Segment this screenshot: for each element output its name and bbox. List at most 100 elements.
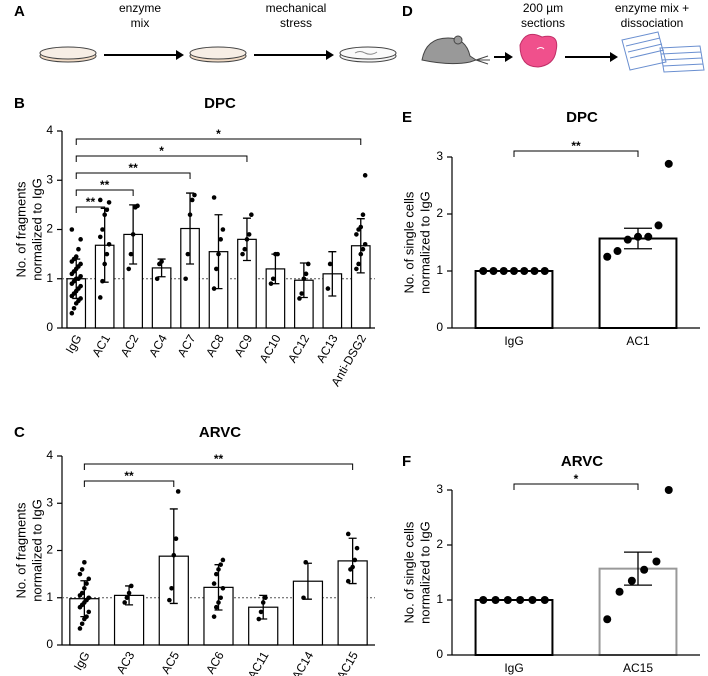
significance-bracket bbox=[75, 138, 362, 145]
y-axis-label: normalized to IgG bbox=[417, 191, 432, 294]
significance-label: * bbox=[159, 144, 164, 158]
data-point bbox=[128, 251, 134, 257]
chart-title: DPC bbox=[204, 95, 236, 112]
data-point bbox=[78, 273, 83, 279]
data-point bbox=[211, 614, 217, 619]
significance-bracket bbox=[513, 483, 639, 490]
data-point bbox=[301, 595, 306, 601]
y-tick-label: 2 bbox=[436, 537, 443, 551]
data-point bbox=[183, 276, 188, 282]
x-tick-label: AC12 bbox=[285, 332, 312, 365]
x-tick-label: IgG bbox=[63, 332, 85, 356]
data-point bbox=[79, 567, 85, 572]
data-point bbox=[327, 261, 333, 267]
significance-bracket bbox=[513, 150, 639, 157]
data-point bbox=[77, 626, 83, 631]
x-tick-label: AC3 bbox=[114, 649, 138, 676]
data-point bbox=[77, 571, 83, 577]
y-tick-label: 4 bbox=[46, 123, 53, 137]
data-point bbox=[510, 267, 518, 275]
error-bar bbox=[624, 551, 652, 586]
x-tick-label: IgG bbox=[504, 661, 523, 675]
data-point bbox=[627, 576, 636, 585]
data-point bbox=[71, 306, 77, 311]
data-point bbox=[540, 596, 549, 604]
step-label: 200 µm bbox=[523, 1, 563, 15]
data-point bbox=[249, 212, 254, 218]
data-point bbox=[664, 159, 673, 168]
x-tick-label: AC5 bbox=[158, 649, 182, 676]
data-point bbox=[78, 296, 83, 301]
data-point bbox=[106, 200, 112, 205]
data-point bbox=[354, 545, 360, 551]
panel-label: B bbox=[14, 95, 25, 112]
data-point bbox=[613, 247, 622, 256]
y-tick-label: 0 bbox=[46, 637, 53, 651]
data-point bbox=[97, 234, 103, 240]
data-point bbox=[211, 581, 217, 586]
x-tick-label: AC1 bbox=[626, 334, 650, 348]
x-tick-label: IgG bbox=[71, 649, 93, 673]
data-point bbox=[325, 286, 331, 291]
y-tick-label: 1 bbox=[46, 271, 53, 285]
data-point bbox=[362, 241, 368, 247]
chart-title: ARVC bbox=[199, 424, 241, 441]
data-point bbox=[240, 251, 245, 257]
y-tick-label: 0 bbox=[436, 647, 443, 661]
y-axis-label: normalized to IgG bbox=[29, 178, 44, 281]
data-point bbox=[78, 283, 83, 289]
x-tick-label: AC4 bbox=[146, 332, 170, 359]
data-point bbox=[102, 261, 107, 267]
data-point bbox=[106, 241, 112, 247]
y-axis-label: normalized to IgG bbox=[417, 521, 432, 624]
bar bbox=[474, 599, 554, 656]
data-point bbox=[516, 596, 525, 604]
data-point bbox=[270, 276, 276, 282]
y-tick-label: 1 bbox=[46, 590, 53, 604]
data-point bbox=[360, 212, 366, 218]
data-point bbox=[100, 278, 105, 284]
x-tick-label: AC2 bbox=[118, 332, 142, 359]
significance-label: ** bbox=[214, 452, 224, 466]
data-point bbox=[303, 271, 309, 277]
data-point bbox=[97, 295, 103, 300]
significance-label: ** bbox=[86, 195, 96, 209]
data-point bbox=[100, 227, 105, 232]
data-point bbox=[350, 564, 355, 570]
data-point bbox=[214, 571, 219, 577]
data-point bbox=[260, 600, 266, 605]
data-point bbox=[86, 595, 92, 601]
data-point bbox=[358, 251, 364, 257]
y-tick-label: 2 bbox=[46, 543, 53, 557]
data-point bbox=[216, 251, 221, 257]
y-tick-label: 0 bbox=[46, 320, 53, 334]
data-point bbox=[615, 587, 624, 596]
data-point bbox=[520, 267, 529, 275]
data-point bbox=[73, 254, 79, 259]
y-tick-label: 3 bbox=[46, 495, 53, 509]
step-label: enzyme mix + bbox=[615, 1, 689, 15]
data-point bbox=[634, 232, 642, 241]
chart-title: DPC bbox=[566, 109, 598, 126]
data-point bbox=[362, 173, 368, 178]
data-point bbox=[78, 237, 83, 242]
significance-label: ** bbox=[100, 178, 110, 192]
data-point bbox=[211, 195, 217, 200]
data-point bbox=[185, 251, 191, 257]
data-point bbox=[214, 604, 219, 610]
significance-label: ** bbox=[128, 161, 138, 175]
data-point bbox=[126, 590, 132, 596]
error-bar bbox=[186, 192, 195, 265]
data-point bbox=[128, 583, 134, 589]
data-point bbox=[242, 246, 248, 252]
y-tick-label: 2 bbox=[46, 222, 53, 236]
data-point bbox=[652, 557, 661, 566]
data-point bbox=[275, 251, 280, 257]
x-tick-label: AC11 bbox=[245, 649, 272, 676]
data-point bbox=[540, 267, 549, 275]
data-point bbox=[299, 291, 304, 296]
data-point bbox=[263, 595, 268, 601]
data-point bbox=[640, 565, 649, 574]
y-axis-label: No. of single cells bbox=[401, 521, 416, 623]
